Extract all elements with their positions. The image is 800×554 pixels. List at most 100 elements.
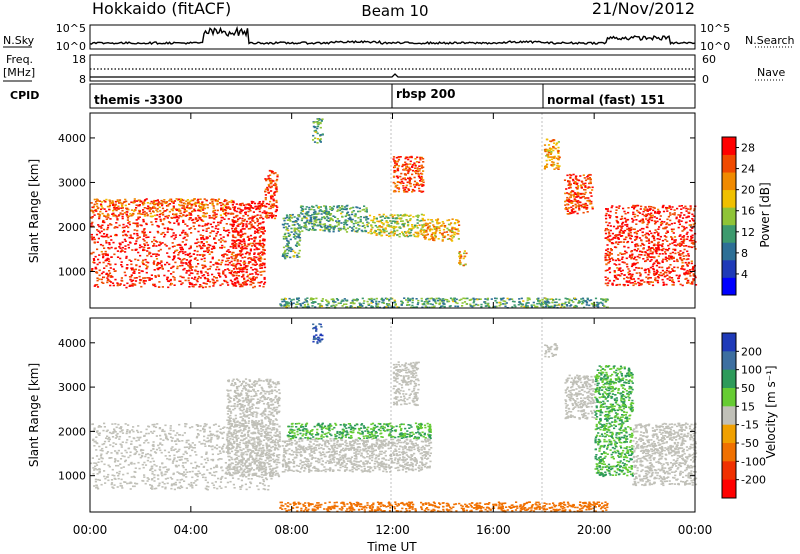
data-cell-power-13-385: [605, 221, 608, 224]
data-cell-power-13-197: [633, 280, 637, 283]
data-cell-power-0-712: [196, 280, 199, 283]
data-cell-power-0-146: [219, 284, 222, 287]
data-cell-power-5-38: [357, 224, 360, 226]
data-cell-power-0-882: [185, 270, 188, 272]
data-cell-power-11-1: [552, 161, 555, 164]
data-cell-power-14-515: [283, 304, 286, 306]
data-cell-power-2-247: [260, 231, 263, 233]
data-cell-power-14-227: [473, 300, 476, 302]
data-cell-power-2-228: [250, 258, 253, 260]
data-cell-power-0-2: [114, 278, 117, 281]
data-cell-power-7-122: [402, 187, 405, 189]
data-cell-power-0-296: [100, 278, 103, 281]
data-cell-power-1-238: [103, 215, 106, 217]
data-cell-power-0-871: [141, 261, 144, 263]
data-cell-power-14-423: [388, 298, 391, 301]
data-cell-power-8-66: [425, 231, 428, 233]
data-cell-power-5-232: [361, 225, 364, 227]
data-cell-power-13-463: [608, 260, 612, 263]
data-cell-power-13-827: [639, 250, 642, 253]
data-cell-power-13-462: [609, 235, 612, 237]
data-cell-power-3-42: [265, 214, 268, 216]
data-cell-power-0-165: [201, 253, 204, 256]
data-cell-power-5-97: [331, 225, 334, 228]
data-cell-power-6-43: [392, 217, 395, 220]
data-cell-power-0-720: [136, 232, 139, 235]
data-cell-power-2-274: [260, 203, 263, 205]
data-cell-power-14-573: [370, 297, 373, 300]
data-cell-power-13-123: [647, 240, 650, 242]
data-cell-power-1-119: [214, 200, 217, 202]
data-cell-power-13-231: [688, 220, 692, 222]
data-cell-power-0-289: [197, 263, 200, 265]
data-cell-power-14-414: [332, 299, 335, 302]
data-cell-power-12-15: [568, 198, 571, 201]
data-cell-power-13-71: [685, 207, 688, 210]
data-cell-power-13-256: [649, 216, 652, 219]
data-cell-power-0-21: [90, 236, 93, 238]
data-cell-power-0-424: [156, 241, 159, 243]
data-cell-power-13-373: [657, 255, 660, 258]
data-cell-power-4-102: [290, 227, 293, 230]
data-cell-power-14-174: [504, 300, 507, 303]
data-cell-power-0-786: [212, 285, 215, 287]
data-cell-power-0-176: [209, 232, 212, 234]
data-cell-power-13-531: [668, 266, 671, 268]
data-cell-power-0-379: [134, 280, 138, 282]
data-cell-power-7-171: [420, 178, 423, 180]
data-cell-power-13-889: [647, 246, 651, 249]
data-cell-power-5-136: [313, 213, 316, 216]
data-cell-power-0-470: [230, 256, 233, 258]
data-cell-power-0-506: [119, 247, 122, 250]
data-cell-power-14-106: [337, 302, 340, 305]
data-cell-power-6-30: [412, 227, 415, 229]
data-cell-power-2-275: [239, 254, 242, 257]
data-cell-power-14-473: [486, 303, 489, 305]
data-cell-power-14-502: [466, 297, 469, 300]
data-cell-power-4-119: [292, 236, 295, 238]
data-cell-power-0-503: [184, 231, 187, 234]
data-cell-power-5-212: [332, 205, 335, 208]
data-cell-power-5-298: [305, 228, 308, 231]
data-cell-power-14-245: [306, 297, 309, 299]
data-cell-power-0-725: [142, 263, 145, 266]
data-cell-power-12-146: [581, 192, 584, 195]
data-cell-power-2-505: [251, 263, 254, 266]
data-cell-power-2-168: [263, 238, 266, 241]
data-cell-power-1-418: [212, 214, 215, 217]
data-cell-power-7-39: [408, 180, 411, 182]
data-cell-power-14-199: [456, 302, 459, 305]
data-cell-power-4-75: [289, 214, 292, 217]
data-cell-power-5-69: [301, 210, 304, 213]
data-cell-power-5-187: [309, 222, 312, 224]
data-cell-power-2-392: [233, 241, 236, 244]
data-cell-power-2-474: [247, 204, 251, 206]
data-cell-power-6-86: [387, 224, 390, 226]
data-cell-power-5-88: [318, 210, 321, 212]
data-cell-power-1-291: [167, 205, 170, 207]
data-cell-power-0-432: [207, 246, 210, 249]
data-cell-power-14-210: [283, 300, 286, 303]
data-cell-power-14-436: [303, 304, 306, 306]
data-cell-power-5-230: [318, 206, 321, 208]
data-cell-power-1-389: [118, 199, 122, 201]
data-cell-power-12-145: [582, 203, 585, 206]
data-cell-power-13-749: [633, 269, 636, 271]
data-cell-power-3-47: [276, 206, 279, 209]
data-cell-power-13-1: [663, 271, 667, 273]
data-cell-power-2-451: [233, 240, 236, 242]
data-cell-power-13-220: [653, 207, 656, 209]
data-cell-power-1-297: [204, 215, 208, 218]
data-cell-power-1-351: [142, 203, 145, 206]
data-cell-power-1-404: [93, 198, 96, 201]
data-cell-power-1-198: [186, 206, 189, 208]
data-cell-power-0-461: [195, 242, 198, 244]
data-cell-power-14-383: [590, 299, 593, 301]
data-cell-power-0-746: [137, 218, 140, 220]
data-cell-velocity-0-76: [165, 435, 168, 438]
data-cell-power-0-569: [191, 266, 194, 268]
data-cell-power-2-16: [242, 223, 245, 225]
data-cell-power-1-281: [194, 203, 197, 205]
data-cell-power-14-7: [524, 304, 527, 306]
data-cell-power-2-143: [253, 244, 256, 246]
